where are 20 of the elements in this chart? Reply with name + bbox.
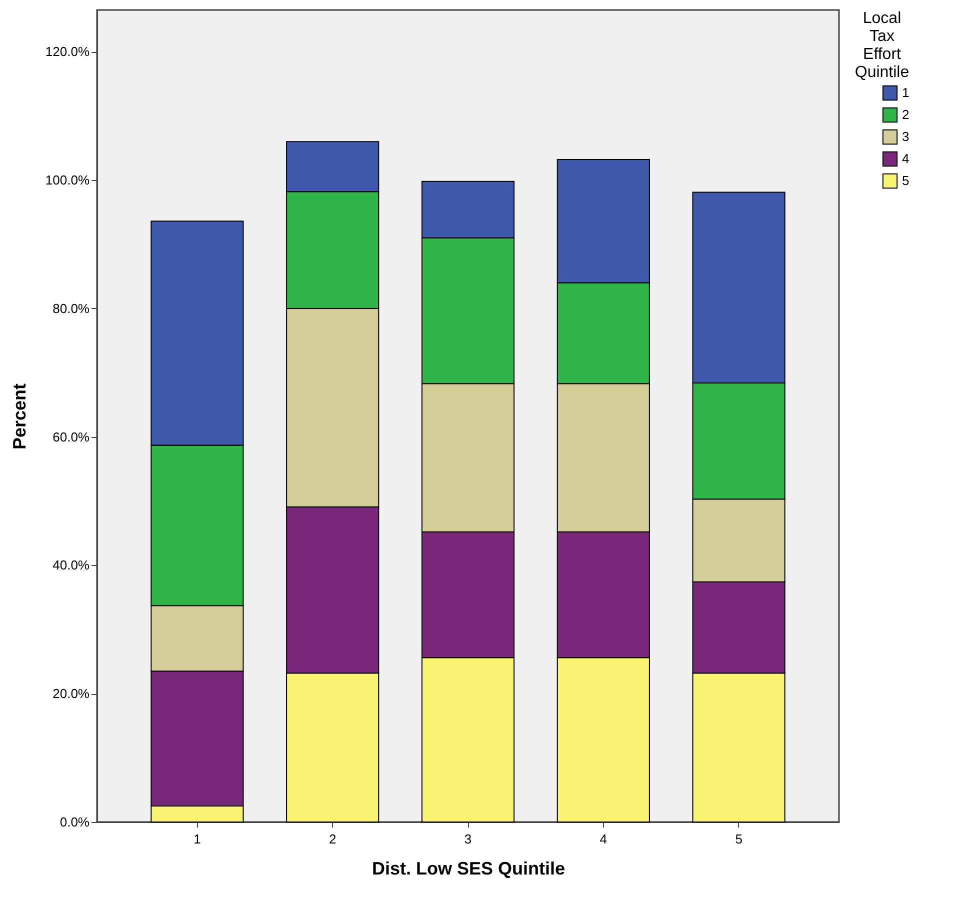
x-tick-label: 2 — [328, 832, 336, 846]
y-tick-label: 40.0% — [52, 558, 90, 573]
legend-title: Local Tax Effort Quintile — [854, 10, 910, 81]
legend-label: 4 — [902, 151, 910, 166]
legend-label: 5 — [902, 173, 910, 188]
legend-label: 3 — [902, 129, 910, 144]
y-tick-label: 60.0% — [52, 429, 90, 444]
legend-label: 1 — [902, 85, 910, 100]
y-axis-title: Percent — [9, 383, 30, 450]
x-tick-label: 5 — [735, 832, 742, 846]
legend-label: 2 — [902, 107, 910, 122]
x-tick-label: 3 — [464, 832, 472, 846]
x-tick-label: 1 — [194, 832, 201, 846]
x-axis-title: Dist. Low SES Quintile — [372, 858, 566, 878]
x-tick-label: 4 — [600, 832, 608, 846]
y-tick-label: 80.0% — [52, 300, 90, 316]
y-tick-label: 0.0% — [60, 814, 90, 830]
y-tick-label: 100.0% — [45, 172, 90, 188]
y-tick-label: 20.0% — [52, 686, 90, 702]
y-tick-label: 120.0% — [45, 44, 90, 60]
